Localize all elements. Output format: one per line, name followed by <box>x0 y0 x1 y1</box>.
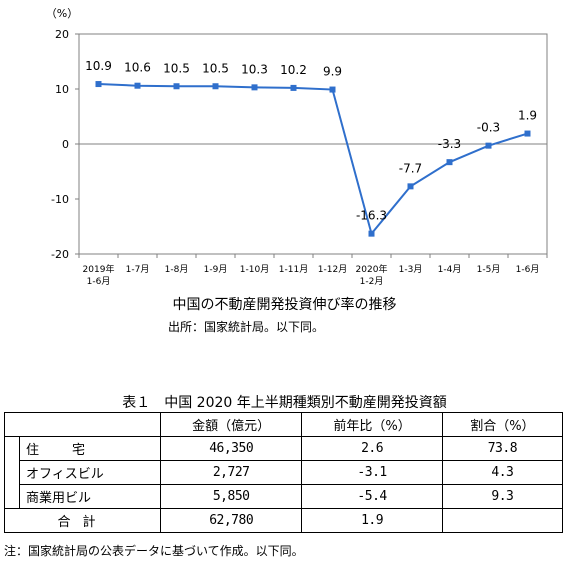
x-tick-label: 1-3月 <box>399 264 423 275</box>
yoy-cell: -5.4 <box>301 484 443 509</box>
header-cell-blank <box>4 412 161 437</box>
data-label: -7.7 <box>399 161 422 175</box>
data-point <box>446 159 453 166</box>
data-point <box>524 130 531 137</box>
investment-table: 金額（億元） 前年比（%） 割合（%） 住 宅 46,350 2.6 73.8 … <box>4 412 564 533</box>
share-cell: 9.3 <box>441 484 564 509</box>
y-tick-label: -20 <box>51 248 69 261</box>
data-label: -16.3 <box>356 209 387 223</box>
x-tick-label: 1-4月 <box>438 264 462 275</box>
data-label: 9.9 <box>323 65 342 79</box>
data-label: -0.3 <box>477 121 500 135</box>
table-total-row: 合計 62,780 1.9 <box>4 508 564 533</box>
data-point <box>485 142 492 149</box>
x-tick-label: 1-8月 <box>165 264 189 275</box>
yoy-cell: 2.6 <box>301 436 443 461</box>
table-header-row: 金額（億元） 前年比（%） 割合（%） <box>4 412 564 437</box>
x-tick-label: 2020年 1-2月 <box>356 263 388 287</box>
amount-cell: 2,727 <box>159 460 303 485</box>
amount-cell: 46,350 <box>159 436 303 461</box>
row-label: 商業用ビル <box>19 484 161 509</box>
data-point <box>407 183 414 190</box>
amount-cell: 5,850 <box>159 484 303 509</box>
y-tick-label: -10 <box>51 193 69 206</box>
x-tick-label: 1-10月 <box>240 264 269 275</box>
x-tick-label: 1-7月 <box>126 264 150 275</box>
table-caption: 表１ 中国 2020 年上半期種類別不動産開発投資額 <box>122 395 447 411</box>
total-label: 合計 <box>4 508 161 533</box>
chart-source: 出所：国家統計局。以下同。 <box>168 320 325 334</box>
series-line <box>98 83 528 236</box>
total-yoy-cell: 1.9 <box>301 508 443 533</box>
data-point <box>251 84 258 91</box>
data-point <box>368 230 375 237</box>
data-label: 10.9 <box>85 59 112 73</box>
data-label: 10.6 <box>124 61 151 75</box>
x-tick-label: 1-5月 <box>477 264 501 275</box>
data-point <box>95 81 102 88</box>
header-cell-yoy: 前年比（%） <box>301 412 443 437</box>
table-row: 住 宅 46,350 2.6 73.8 <box>4 436 564 509</box>
total-share-cell <box>441 508 564 533</box>
header-cell-share: 割合（%） <box>441 412 564 437</box>
data-label: -3.3 <box>438 137 461 151</box>
yoy-cell: -3.1 <box>301 460 443 485</box>
data-label: 10.3 <box>241 62 268 76</box>
row-label: 住 宅 <box>19 436 161 461</box>
share-cell: 73.8 <box>441 436 564 461</box>
x-tick-label: 1-6月 <box>516 264 540 275</box>
share-cell: 4.3 <box>441 460 564 485</box>
y-axis-unit-label: （%） <box>46 7 78 20</box>
header-cell-amount: 金額（億元） <box>159 412 303 437</box>
y-tick-label: 0 <box>62 138 69 151</box>
table-row: オフィスビル 2,727 -3.1 4.3 <box>5 460 564 485</box>
x-tick-label: 1-12月 <box>318 264 347 275</box>
x-tick-label: 2019年 1-6月 <box>83 263 115 287</box>
chart-title: 中国の不動産開発投資伸び率の推移 <box>172 297 397 313</box>
x-tick-label: 1-9月 <box>204 264 228 275</box>
data-point <box>329 86 336 93</box>
y-tick-label: 10 <box>55 83 69 96</box>
data-label: 10.5 <box>202 61 229 75</box>
table-note: 注：国家統計局の公表データに基づいて作成。以下同。 <box>4 544 304 558</box>
data-label: 10.2 <box>280 63 307 77</box>
total-amount-cell: 62,780 <box>159 508 303 533</box>
data-label: 1.9 <box>518 109 537 123</box>
data-point <box>173 83 180 90</box>
row-label: オフィスビル <box>19 460 161 485</box>
data-point <box>212 83 219 90</box>
data-point <box>290 84 297 91</box>
data-label: 10.5 <box>163 61 190 75</box>
y-tick-label: 20 <box>55 28 69 41</box>
x-tick-label: 1-11月 <box>279 264 308 275</box>
indent-cell <box>4 436 20 509</box>
data-point <box>134 82 141 89</box>
line-chart: （%） 20 10 0 -10 -20 2019年 1-6月 1-7月 1-8月 1-9月 1-1… <box>46 7 548 287</box>
table-row: 商業用ビル 5,850 -5.4 9.3 <box>5 484 564 509</box>
